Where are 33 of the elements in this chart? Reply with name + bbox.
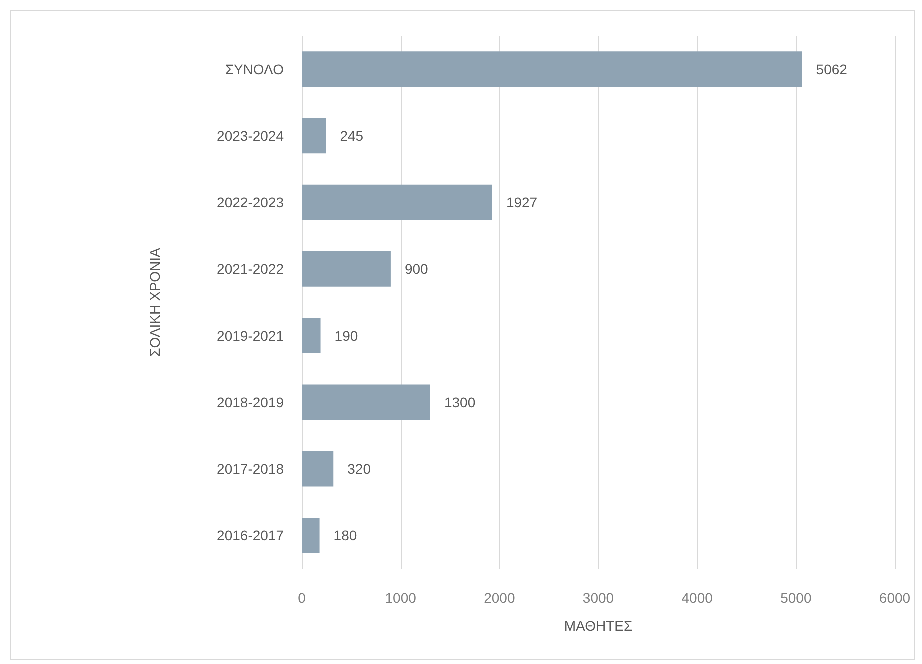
x-tick-label: 5000 <box>780 590 812 606</box>
data-label: 5062 <box>816 61 848 78</box>
y-tick-label: 2021-2022 <box>217 261 284 278</box>
bar <box>302 451 334 487</box>
x-axis-title: ΜΑΘΗΤΕΣ <box>564 618 633 634</box>
bar <box>302 184 492 220</box>
y-tick-label: ΣΥΝΟΛΟ <box>225 61 284 78</box>
data-label: 900 <box>404 261 429 278</box>
bar <box>302 118 326 154</box>
data-label: 320 <box>348 461 372 478</box>
y-tick-label: 2018-2019 <box>217 394 284 410</box>
bar <box>302 384 430 420</box>
x-tick-label: 3000 <box>582 590 614 606</box>
x-tick-label: 1000 <box>385 590 417 606</box>
x-tick-label: 4000 <box>682 590 714 606</box>
x-tick-label: 2000 <box>484 590 516 606</box>
bar <box>302 252 391 287</box>
data-label: 1300 <box>444 394 476 410</box>
y-tick-label: 2019-2021 <box>217 328 284 344</box>
y-tick-label: 2022-2023 <box>217 194 284 211</box>
bar <box>302 518 320 554</box>
data-label: 190 <box>334 328 358 344</box>
y-tick-label: 2023-2024 <box>217 128 284 144</box>
y-tick-label: 2016-2017 <box>217 528 284 544</box>
bar <box>302 318 321 354</box>
data-label: 245 <box>340 128 364 144</box>
y-tick-label: 2017-2018 <box>217 461 284 478</box>
data-label: 1927 <box>506 194 538 211</box>
x-tick-label: 0 <box>298 590 306 606</box>
y-axis-title: ΣΟΛΙΚΗ ΧΡΟΝΙΑ <box>147 247 163 357</box>
x-tick-label: 6000 <box>879 590 911 606</box>
data-label: 180 <box>334 528 358 544</box>
bar <box>302 52 802 87</box>
